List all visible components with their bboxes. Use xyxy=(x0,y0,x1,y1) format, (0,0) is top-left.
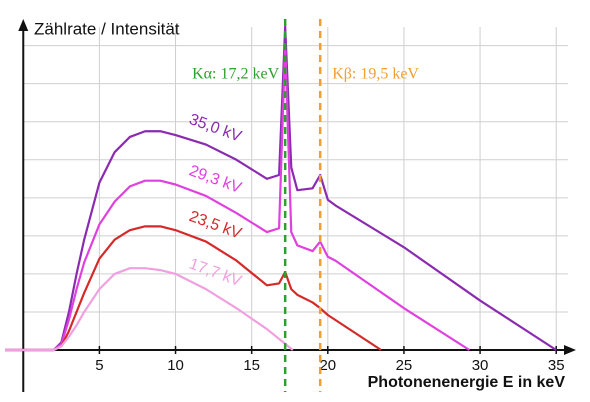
annotation-label: Kβ: 19,5 keV xyxy=(332,66,419,83)
spectrum-line xyxy=(5,225,382,352)
x-tick-label: 20 xyxy=(319,357,336,374)
spectrum-line xyxy=(5,267,294,352)
x-tick-label: 35 xyxy=(548,357,565,374)
x-tick-label: 25 xyxy=(396,357,413,374)
x-tick-label: 15 xyxy=(243,357,260,374)
x-tick-label: 10 xyxy=(167,357,184,374)
spectrum-line xyxy=(5,25,557,352)
x-axis-arrow xyxy=(564,345,576,355)
y-axis-title: Zählrate / Intensität xyxy=(34,19,180,38)
x-tick-label: 30 xyxy=(472,357,489,374)
annotation-label: Kα: 17,2 keV xyxy=(192,66,279,83)
x-tick-label: 5 xyxy=(95,357,103,374)
y-axis-arrow xyxy=(18,19,29,31)
x-axis-title: Photonenenergie E in keV xyxy=(368,374,566,391)
